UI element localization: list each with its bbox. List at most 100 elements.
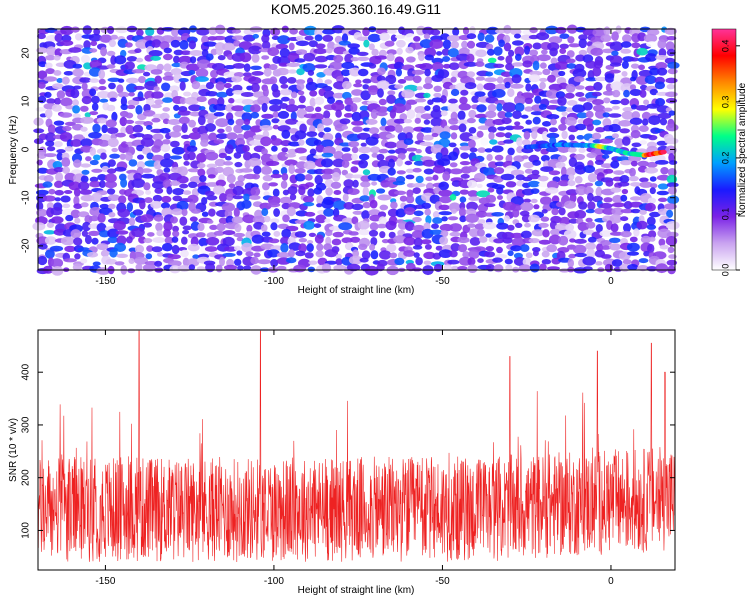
heatmap-cell	[163, 47, 172, 54]
heatmap-cell	[44, 91, 52, 98]
heatmap-cell	[442, 39, 452, 50]
heatmap-cell	[88, 230, 100, 236]
heatmap-cell	[63, 258, 77, 263]
heatmap-cell	[477, 125, 491, 130]
heatmap-cell	[574, 252, 588, 258]
heatmap-cell	[665, 145, 677, 155]
heatmap-cell	[411, 230, 425, 239]
heatmap-cell	[668, 254, 677, 259]
heatmap-cell	[321, 152, 334, 158]
heatmap-cell	[133, 85, 145, 90]
heatmap-cell	[306, 243, 314, 253]
heatmap-cell	[485, 71, 494, 77]
heatmap-cell	[196, 152, 207, 163]
heatmap-cell	[489, 139, 498, 145]
heatmap-cell	[179, 81, 186, 91]
heatmap-cell	[140, 137, 155, 147]
heatmap-cell	[196, 163, 206, 169]
spectrogram-y-tick-label: 20	[21, 47, 32, 59]
heatmap-cell	[108, 82, 116, 90]
heatmap-cell	[511, 125, 524, 130]
heatmap-cell	[628, 175, 639, 182]
heatmap-cell	[540, 166, 554, 173]
heatmap-cell	[267, 249, 280, 258]
heatmap-cell	[370, 167, 378, 175]
heatmap-cell	[361, 210, 370, 220]
heatmap-cell	[574, 164, 587, 175]
heatmap-cell	[89, 111, 99, 116]
heatmap-cell	[368, 33, 381, 43]
heatmap-cell	[575, 85, 585, 90]
heatmap-cell	[81, 96, 92, 105]
heatmap-cell	[78, 181, 90, 191]
heatmap-cell	[294, 58, 306, 63]
heatmap-cell	[33, 138, 44, 145]
heatmap-cell	[388, 158, 395, 169]
heatmap-cell	[341, 69, 351, 77]
heatmap-cell	[183, 91, 192, 97]
heatmap-cell	[151, 154, 164, 163]
heatmap-cell	[96, 267, 111, 275]
heatmap-cell	[656, 140, 668, 146]
heatmap-cell	[225, 125, 232, 133]
heatmap-cell	[443, 264, 452, 271]
heatmap-cell	[414, 106, 427, 114]
heatmap-cell	[107, 194, 121, 201]
heatmap-cell	[234, 258, 242, 266]
heatmap-cell	[98, 78, 106, 85]
heatmap-cell	[182, 190, 192, 196]
heatmap-cell	[114, 55, 127, 65]
heatmap-cell	[188, 119, 197, 128]
heatmap-cell	[187, 258, 200, 267]
heatmap-cell	[524, 97, 533, 105]
heatmap-cell	[523, 131, 531, 140]
heatmap-cell	[189, 216, 198, 222]
heatmap-cell	[128, 92, 135, 97]
heatmap-cell	[451, 265, 459, 271]
heatmap-cell	[303, 220, 315, 230]
heatmap-cell	[351, 216, 359, 225]
heatmap-cell	[622, 259, 632, 265]
heatmap-cell	[502, 231, 515, 240]
heatmap-cell	[151, 117, 161, 123]
heatmap-cell	[584, 182, 594, 187]
heatmap-cell	[523, 162, 534, 169]
heatmap-cell	[508, 49, 515, 57]
heatmap-cell	[370, 250, 379, 260]
heatmap-cell	[441, 48, 450, 56]
heatmap-cell	[404, 102, 412, 112]
heatmap-cell	[148, 50, 163, 57]
heatmap-cell	[557, 179, 570, 187]
heatmap-cell	[380, 117, 387, 127]
heatmap-cell	[51, 104, 62, 112]
heatmap-cell	[55, 172, 64, 182]
heatmap-cell	[655, 62, 668, 70]
heatmap-cell	[369, 222, 379, 231]
heatmap-cell	[633, 228, 640, 237]
heatmap-cell	[275, 67, 290, 76]
heatmap-cell	[656, 67, 668, 76]
heatmap-cell	[294, 168, 306, 174]
heatmap-cell	[252, 173, 260, 180]
heatmap-cell	[295, 79, 306, 85]
heatmap-cell	[582, 102, 593, 111]
heatmap-cell	[267, 47, 280, 57]
heatmap-cell	[532, 42, 542, 50]
heatmap-cell	[170, 39, 181, 48]
heatmap-cell	[487, 57, 497, 64]
heatmap-cell	[331, 238, 342, 246]
heatmap-cell	[387, 149, 396, 154]
snr-frame	[37, 329, 676, 571]
heatmap-cell	[298, 139, 305, 146]
spectrogram-y-tick-label: 10	[21, 95, 32, 107]
heatmap-cell	[341, 153, 354, 162]
heatmap-cell	[351, 153, 359, 161]
signal-track-mark	[660, 149, 667, 155]
heatmap-cell	[590, 47, 604, 56]
heatmap-cell	[298, 95, 306, 104]
heatmap-cell	[459, 132, 474, 142]
heatmap-cell	[639, 140, 647, 145]
heatmap-cell	[630, 160, 638, 167]
heatmap-cell	[315, 106, 322, 113]
heatmap-cell	[424, 54, 434, 61]
